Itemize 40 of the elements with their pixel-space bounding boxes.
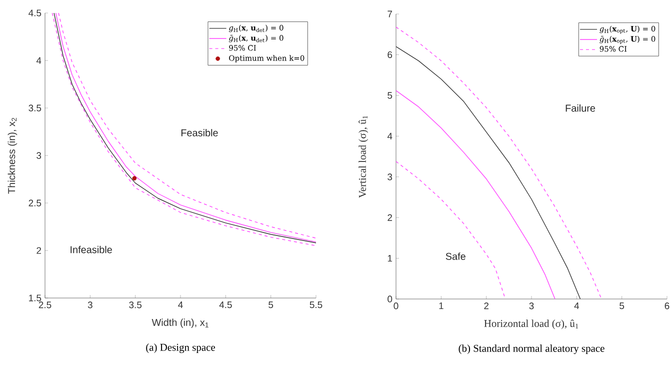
y-tick-label: 4 bbox=[387, 132, 392, 140]
y-tick-label: 3.5 bbox=[28, 104, 42, 112]
x-tick-label: 6 bbox=[664, 302, 670, 310]
y-tick-label: 5 bbox=[388, 92, 392, 99]
y-tick-label: 1 bbox=[388, 255, 392, 262]
y-tick-label: 7 bbox=[388, 10, 392, 18]
line-series bbox=[396, 161, 506, 299]
annotation: Feasible bbox=[181, 129, 218, 136]
x-tick-label: 5 bbox=[620, 302, 624, 310]
x-tick-label: 2 bbox=[484, 302, 489, 310]
x-tick-label: 3 bbox=[88, 302, 92, 308]
y-tick-label: 3 bbox=[36, 152, 42, 159]
y-tick-label: 2.5 bbox=[28, 200, 42, 206]
x-tick-label: 4.5 bbox=[219, 302, 232, 308]
x-tick-label: 5 bbox=[268, 302, 274, 308]
x-tick-label: 4 bbox=[574, 302, 580, 310]
text: (b) Standard normal aleatory space bbox=[458, 344, 604, 354]
y-tick-label: 6 bbox=[388, 51, 392, 58]
annotation: Safe bbox=[446, 252, 466, 260]
annotation: Failure bbox=[566, 104, 596, 112]
y-tick-label: 3 bbox=[388, 174, 392, 180]
y-axis-title: Vertical load (σ), û$_{1}$ bbox=[358, 116, 368, 198]
y-tick-label: 1.5 bbox=[29, 294, 42, 302]
x-tick-label: 5.5 bbox=[310, 302, 322, 308]
y-tick-label: 4.5 bbox=[28, 10, 42, 16]
x-tick-label: 3 bbox=[529, 302, 534, 310]
x-tick-label: 4 bbox=[178, 302, 183, 308]
x-axis-title: Width (in), x$_{1}$ bbox=[152, 318, 208, 328]
y-tick-label: 4 bbox=[36, 57, 42, 64]
x-tick-label: 0 bbox=[394, 302, 398, 310]
y-axis-title: Thickness (in), x$_{2}$ bbox=[8, 118, 18, 194]
y-tick-label: 2 bbox=[388, 214, 392, 221]
x-axis-title: Horizontal load (σ), û$_{1}$ bbox=[484, 320, 578, 330]
y-tick-label: 0 bbox=[388, 296, 392, 302]
annotation: Infeasible bbox=[70, 246, 112, 254]
y-tick-label: 2 bbox=[36, 247, 42, 254]
x-tick-label: 3.5 bbox=[129, 302, 142, 308]
x-tick-label: 1 bbox=[439, 302, 444, 310]
line-series bbox=[396, 90, 556, 299]
text: (a) Design space bbox=[146, 344, 215, 354]
